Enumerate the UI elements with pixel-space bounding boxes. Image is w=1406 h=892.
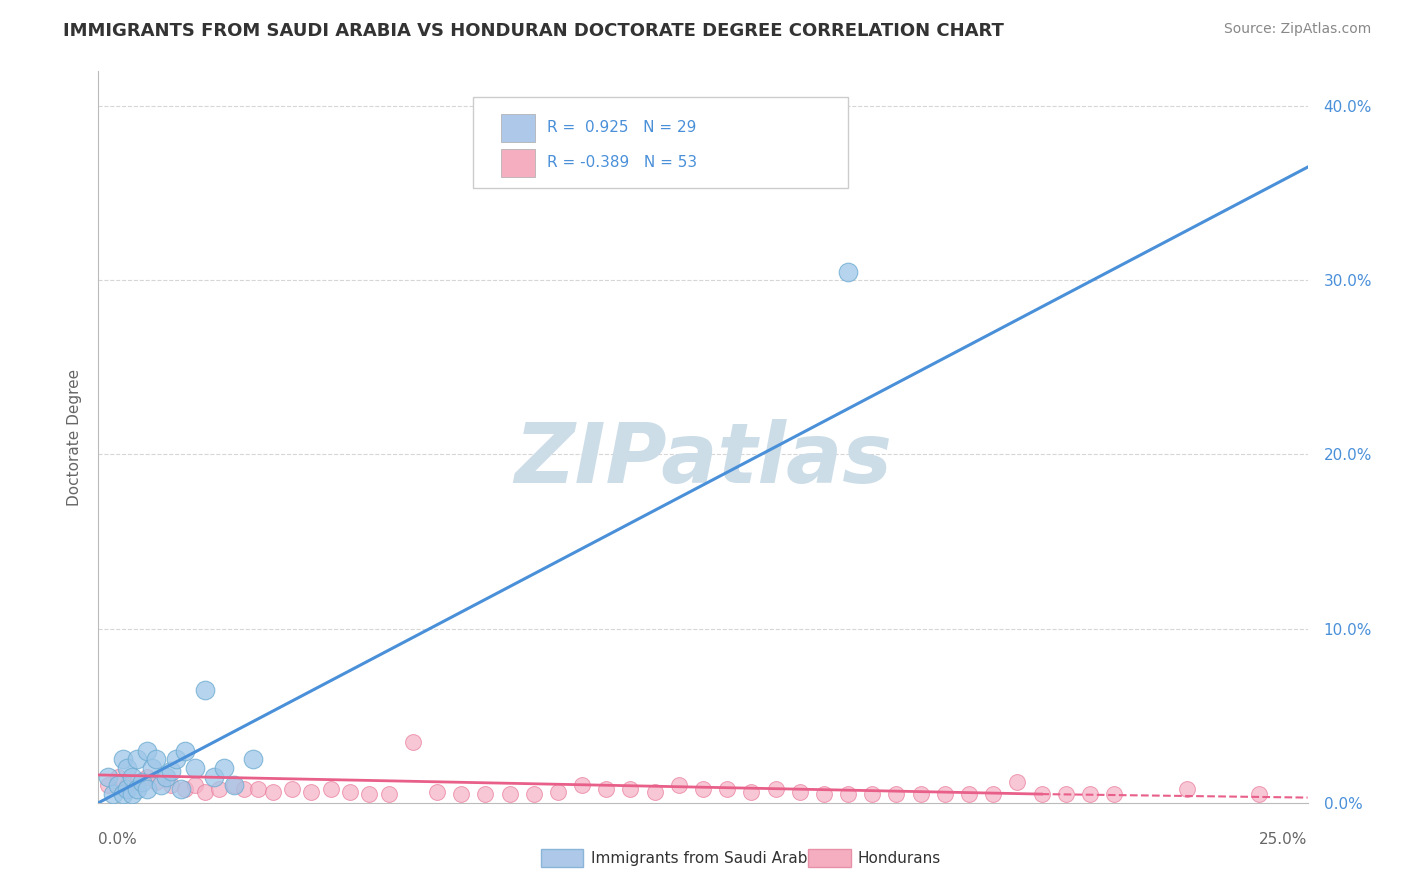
Point	[299, 785, 322, 799]
Point	[716, 781, 738, 796]
Point	[127, 752, 149, 766]
Point	[498, 787, 520, 801]
Point	[860, 787, 883, 801]
Point	[135, 743, 157, 757]
Text: R = -0.389   N = 53: R = -0.389 N = 53	[547, 155, 697, 170]
Point	[262, 785, 284, 799]
Point	[619, 781, 641, 796]
Point	[212, 761, 235, 775]
Point	[957, 787, 980, 801]
Point	[571, 778, 593, 792]
Text: Immigrants from Saudi Arabia: Immigrants from Saudi Arabia	[591, 851, 821, 865]
FancyBboxPatch shape	[474, 97, 848, 188]
Point	[155, 770, 177, 784]
Point	[127, 781, 149, 796]
Point	[117, 778, 139, 792]
Point	[359, 787, 381, 801]
Point	[204, 770, 226, 784]
Point	[377, 787, 399, 801]
Point	[668, 778, 690, 792]
FancyBboxPatch shape	[501, 149, 534, 177]
Point	[813, 787, 835, 801]
Text: R =  0.925   N = 29: R = 0.925 N = 29	[547, 120, 696, 136]
Point	[174, 743, 197, 757]
Point	[981, 787, 1004, 801]
Point	[97, 770, 120, 784]
Point	[765, 781, 787, 796]
Point	[184, 761, 207, 775]
Point	[402, 735, 425, 749]
Point	[242, 752, 264, 766]
Text: Source: ZipAtlas.com: Source: ZipAtlas.com	[1223, 22, 1371, 37]
Point	[160, 778, 183, 792]
Point	[184, 778, 207, 792]
Point	[426, 785, 449, 799]
Text: Hondurans: Hondurans	[858, 851, 941, 865]
Point	[934, 787, 956, 801]
Point	[692, 781, 714, 796]
Text: 25.0%: 25.0%	[1260, 832, 1308, 847]
Point	[1175, 781, 1198, 796]
Point	[117, 781, 139, 796]
Point	[1078, 787, 1101, 801]
Point	[165, 752, 187, 766]
Point	[169, 781, 191, 796]
FancyBboxPatch shape	[501, 114, 534, 142]
Text: IMMIGRANTS FROM SAUDI ARABIA VS HONDURAN DOCTORATE DEGREE CORRELATION CHART: IMMIGRANTS FROM SAUDI ARABIA VS HONDURAN…	[63, 22, 1004, 40]
Point	[523, 787, 546, 801]
Point	[837, 787, 859, 801]
Point	[97, 778, 120, 792]
Point	[145, 752, 167, 766]
Point	[107, 778, 129, 792]
Point	[174, 781, 197, 796]
Point	[135, 781, 157, 796]
Point	[135, 770, 157, 784]
Point	[1249, 787, 1271, 801]
Point	[121, 770, 143, 784]
Point	[595, 781, 617, 796]
Point	[232, 781, 254, 796]
Point	[141, 761, 163, 775]
Point	[194, 785, 217, 799]
Point	[131, 775, 153, 789]
Point	[837, 265, 859, 279]
Point	[150, 778, 173, 792]
Point	[281, 781, 304, 796]
Point	[127, 775, 149, 789]
Point	[740, 785, 762, 799]
Point	[886, 787, 908, 801]
Point	[222, 778, 245, 792]
Point	[247, 781, 270, 796]
Point	[160, 764, 183, 779]
Point	[145, 775, 167, 789]
Point	[117, 761, 139, 775]
Point	[339, 785, 361, 799]
Point	[101, 787, 124, 801]
Point	[107, 770, 129, 784]
Point	[208, 781, 231, 796]
Point	[474, 787, 496, 801]
Point	[450, 787, 472, 801]
Point	[1054, 787, 1077, 801]
Point	[1007, 775, 1029, 789]
Point	[1102, 787, 1125, 801]
Point	[789, 785, 811, 799]
Point	[222, 778, 245, 792]
Point	[121, 787, 143, 801]
Point	[910, 787, 932, 801]
Point	[111, 752, 134, 766]
Point	[547, 785, 569, 799]
Y-axis label: Doctorate Degree: Doctorate Degree	[66, 368, 82, 506]
Text: 0.0%: 0.0%	[98, 832, 138, 847]
Text: ZIPatlas: ZIPatlas	[515, 418, 891, 500]
Point	[319, 781, 342, 796]
Point	[1031, 787, 1053, 801]
Point	[111, 787, 134, 801]
Point	[194, 682, 217, 697]
Point	[644, 785, 666, 799]
